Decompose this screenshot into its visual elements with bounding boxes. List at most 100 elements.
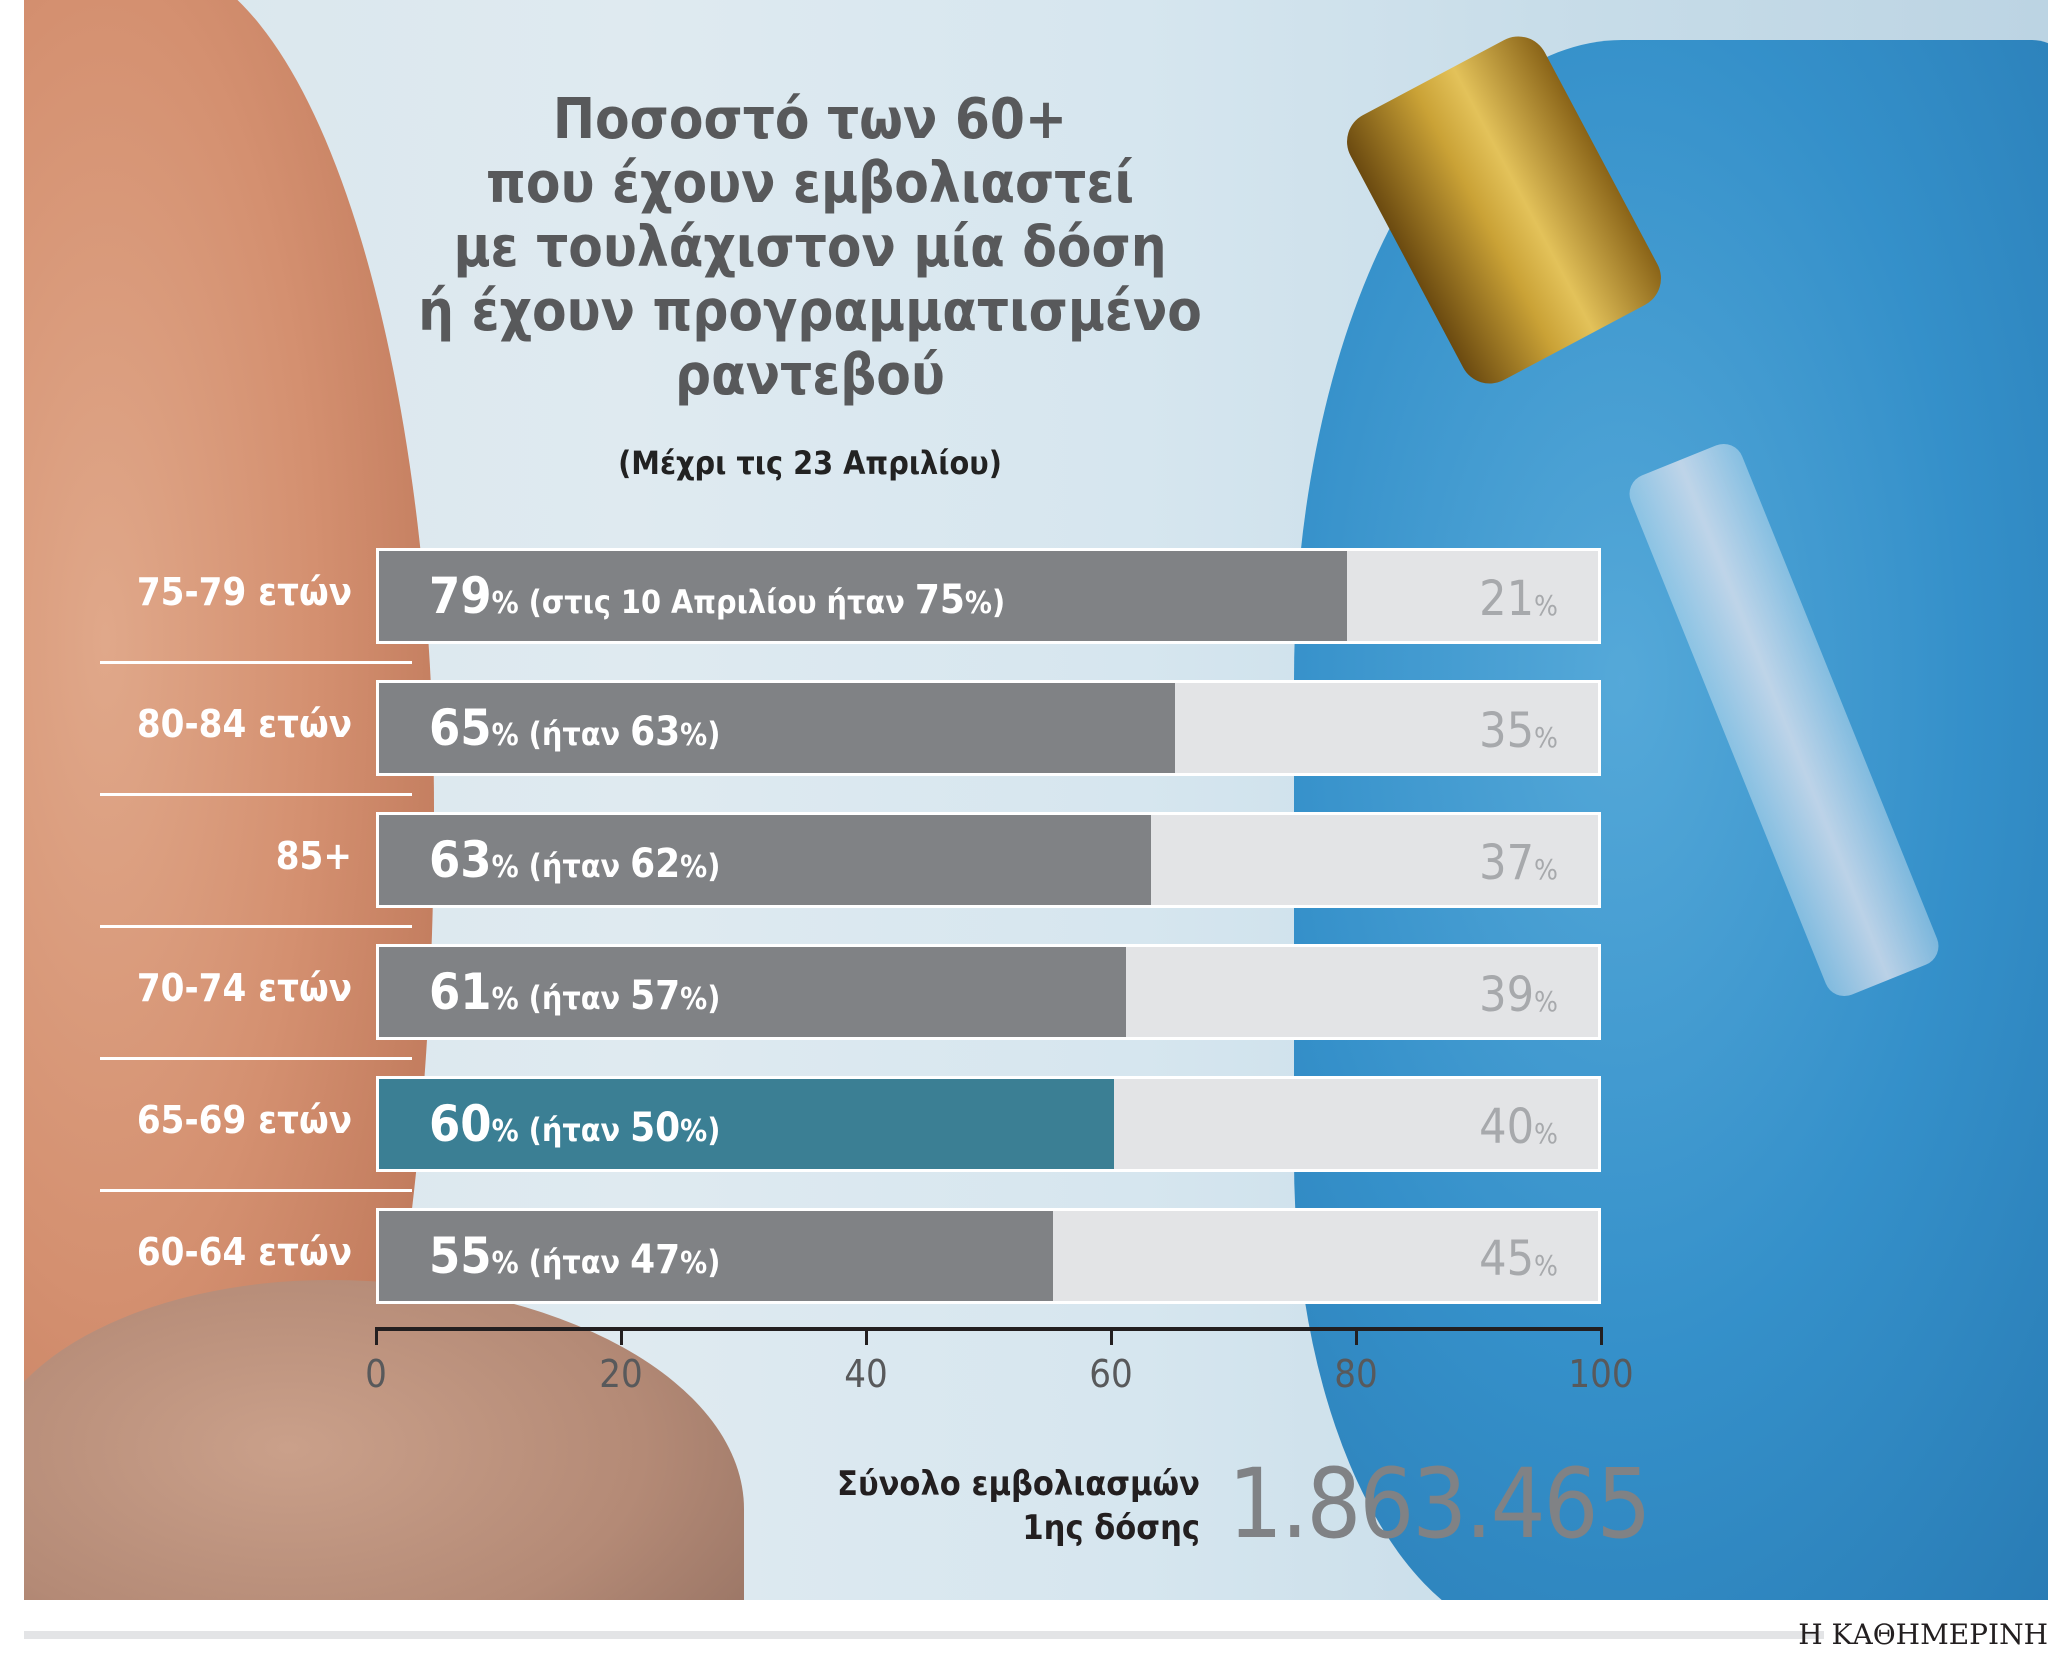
bar-fill — [379, 1079, 1114, 1169]
bar-row: 65-69 ετών 60% (ήταν 50%) 40% — [0, 1076, 1620, 1172]
bar-row: 75-79 ετών 79% (στις 10 Απριλίου ήταν 75%)… — [0, 548, 1620, 644]
bar-value: 65% (ήταν 63%) — [429, 699, 720, 757]
row-separator — [100, 925, 412, 928]
note-suffix: ) — [707, 979, 721, 1017]
bar-row: 70-74 ετών 61% (ήταν 57%) 39% — [0, 944, 1620, 1040]
bar-row: 80-84 ετών 65% (ήταν 63%) 35% — [0, 680, 1620, 776]
footer-divider — [24, 1631, 1824, 1639]
category-label: 70-74 ετών — [136, 966, 352, 1010]
total-label: Σύνολο εμβολιασμών 1ης δόσης — [800, 1462, 1200, 1550]
title-line: που έχουν εμβολιαστεί — [485, 151, 1135, 216]
note-suffix: ) — [707, 847, 721, 885]
percent-sign: % — [491, 850, 519, 885]
previous-value: 75 — [914, 577, 965, 623]
note-prefix: (ήταν — [528, 1243, 621, 1281]
bar-value: 61% (ήταν 57%) — [429, 963, 720, 1021]
previous-value: 50 — [630, 1105, 681, 1151]
background-photo — [24, 0, 2048, 1600]
remainder-value: 39% — [1479, 967, 1558, 1023]
percent-sign: % — [1534, 853, 1558, 886]
bar-fill — [379, 683, 1176, 773]
remainder-value: 45% — [1479, 1231, 1558, 1287]
x-axis-tick — [1110, 1327, 1113, 1345]
bar-track: 65% (ήταν 63%) 35% — [376, 680, 1601, 776]
remainder-number: 21 — [1479, 571, 1535, 627]
title-line: Ποσοστό των 60+ — [552, 87, 1068, 152]
percent-sign: % — [680, 850, 708, 885]
x-axis-tick — [1355, 1327, 1358, 1345]
total-value: 1.863.465 — [1228, 1448, 1651, 1560]
percent-sign: % — [1534, 1117, 1558, 1150]
bar-track: 60% (ήταν 50%) 40% — [376, 1076, 1601, 1172]
value-number: 60 — [429, 1095, 492, 1153]
category-label: 85+ — [275, 834, 352, 878]
bar-fill — [379, 815, 1151, 905]
percent-sign: % — [1534, 985, 1558, 1018]
percent-sign: % — [1534, 1249, 1558, 1282]
bar-value: 55% (ήταν 47%) — [429, 1227, 720, 1285]
bar-fill — [379, 947, 1127, 1037]
remainder-value: 35% — [1479, 703, 1558, 759]
row-separator — [100, 1057, 412, 1060]
remainder-value: 21% — [1479, 571, 1558, 627]
title-line: με τουλάχιστον μία δόση — [453, 215, 1167, 280]
x-axis-tick — [620, 1327, 623, 1345]
previous-note: (ήταν 47%) — [528, 1237, 721, 1283]
value-number: 79 — [429, 567, 492, 625]
x-axis-tick — [865, 1327, 868, 1345]
category-label: 80-84 ετών — [136, 702, 352, 746]
total-label-line: 1ης δόσης — [1022, 1508, 1200, 1548]
percent-sign: % — [680, 1114, 708, 1149]
bar-track: 61% (ήταν 57%) 39% — [376, 944, 1601, 1040]
note-prefix: (ήταν — [528, 979, 621, 1017]
x-axis-tick-label: 20 — [599, 1352, 643, 1396]
bar-track: 55% (ήταν 47%) 45% — [376, 1208, 1601, 1304]
x-axis-tick-label: 100 — [1568, 1352, 1634, 1396]
value-number: 55 — [429, 1227, 492, 1285]
x-axis-tick — [1600, 1327, 1603, 1345]
remainder-number: 37 — [1479, 835, 1535, 891]
note-prefix: (ήταν — [528, 847, 621, 885]
bar-track: 79% (στις 10 Απριλίου ήταν 75%) 21% — [376, 548, 1601, 644]
title-line: ραντεβού — [675, 343, 945, 408]
percent-sign: % — [491, 586, 519, 621]
x-axis-tick — [375, 1327, 378, 1345]
previous-note: (ήταν 62%) — [528, 841, 721, 887]
previous-note: (στις 10 Απριλίου ήταν 75%) — [528, 577, 1006, 623]
x-axis-tick-label: 0 — [365, 1352, 387, 1396]
bar-value: 79% (στις 10 Απριλίου ήταν 75%) — [429, 567, 1005, 625]
category-label: 75-79 ετών — [136, 570, 352, 614]
value-number: 63 — [429, 831, 492, 889]
remainder-value: 40% — [1479, 1099, 1558, 1155]
bar-value: 63% (ήταν 62%) — [429, 831, 720, 889]
chart-title: Ποσοστό των 60+ που έχουν εμβολιαστεί με… — [400, 88, 1220, 408]
x-axis-line — [376, 1327, 1601, 1331]
percent-sign: % — [1534, 721, 1558, 754]
bar-value: 60% (ήταν 50%) — [429, 1095, 720, 1153]
row-separator — [100, 661, 412, 664]
x-axis-tick-label: 80 — [1334, 1352, 1378, 1396]
row-separator — [100, 793, 412, 796]
note-suffix: ) — [707, 1243, 721, 1281]
previous-note: (ήταν 50%) — [529, 1105, 721, 1151]
note-prefix: (ήταν — [528, 715, 621, 753]
category-label: 65-69 ετών — [136, 1098, 352, 1142]
total-label-line: Σύνολο εμβολιασμών — [837, 1464, 1200, 1504]
remainder-number: 39 — [1479, 967, 1535, 1023]
previous-value: 62 — [630, 841, 681, 887]
chart-subtitle: (Μέχρι τις 23 Απριλίου) — [618, 444, 1002, 482]
note-suffix: ) — [991, 583, 1006, 621]
note-suffix: ) — [707, 1111, 721, 1149]
value-number: 61 — [429, 963, 492, 1021]
previous-value: 63 — [630, 709, 681, 755]
remainder-number: 35 — [1479, 703, 1535, 759]
percent-sign: % — [680, 1246, 708, 1281]
previous-note: (ήταν 63%) — [528, 709, 721, 755]
percent-sign: % — [491, 982, 519, 1017]
remainder-number: 40 — [1479, 1099, 1535, 1155]
remainder-value: 37% — [1479, 835, 1558, 891]
note-prefix: (στις 10 Απριλίου ήταν — [528, 583, 905, 621]
percent-sign: % — [491, 1114, 519, 1149]
percent-sign: % — [680, 982, 708, 1017]
percent-sign: % — [491, 718, 519, 753]
